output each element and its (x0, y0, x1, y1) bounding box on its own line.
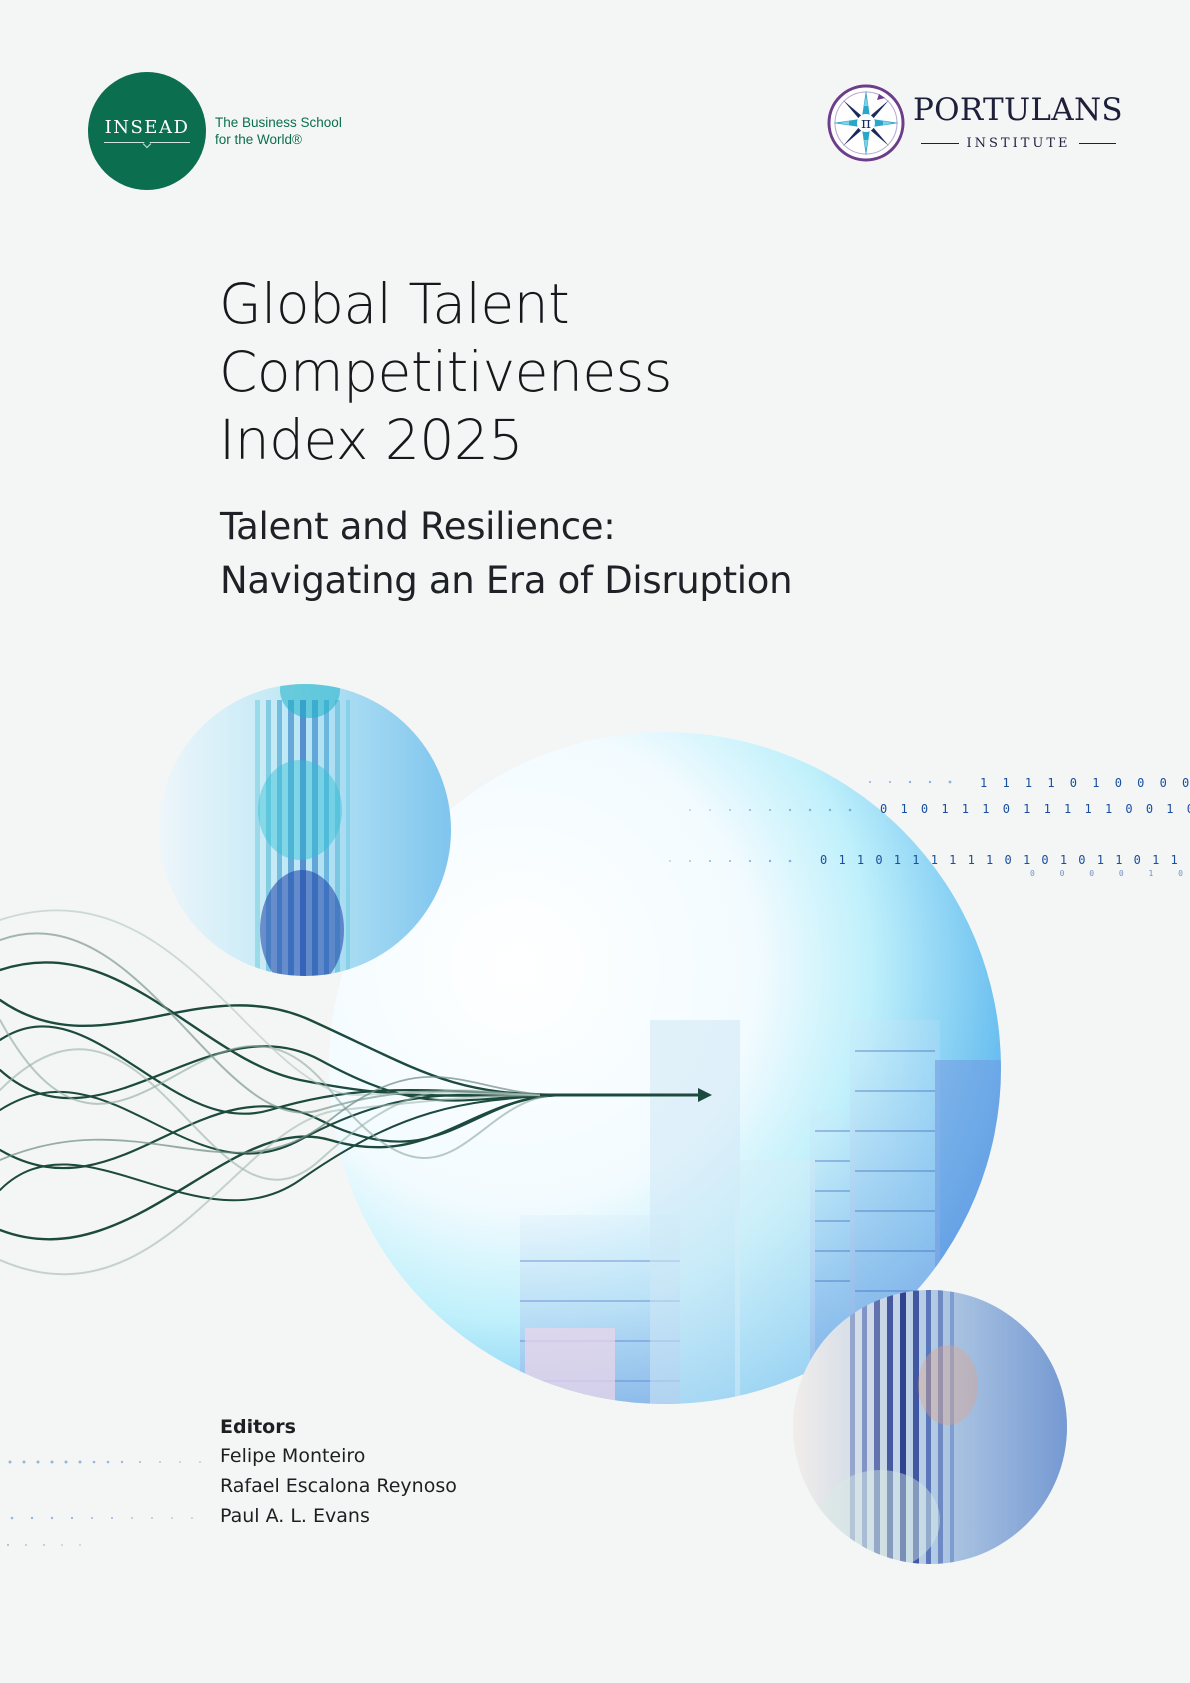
editor-name: Rafael Escalona Reynoso (220, 1475, 457, 1497)
portulans-name: PORTULANS (913, 92, 1123, 128)
report-subtitle: Talent and Resilience: Navigating an Era… (220, 500, 793, 608)
bottom-sphere-stripes (793, 1290, 1067, 1564)
svg-text:π: π (861, 114, 871, 132)
binary-dots-left (7, 1460, 201, 1546)
portulans-sub: INSTITUTE (966, 135, 1071, 151)
subtitle-line2: Navigating an Era of Disruption (220, 559, 793, 602)
editor-name: Paul A. L. Evans (220, 1505, 370, 1527)
portulans-compass-icon: π (827, 84, 905, 162)
binary-row4: 0 0 0 0 1 0 1 (1030, 869, 1190, 878)
binary-row3: 0 1 1 0 1 1 1 1 1 1 0 1 0 1 0 1 1 0 1 1 (820, 853, 1180, 867)
insead-logo: INSEAD (88, 72, 206, 190)
insead-tagline-line2: for the World® (215, 132, 302, 147)
editors-heading: Editors (220, 1416, 296, 1438)
editors-block: Editors Felipe Monteiro Rafael Escalona … (220, 1413, 457, 1531)
insead-wordmark: INSEAD (104, 117, 190, 138)
cover-illustration: 1 1 1 1 0 1 0 0 0 0 0 0 1 0 1 1 1 0 1 1 … (0, 684, 1190, 1564)
binary-streams: 1 1 1 1 0 1 0 0 0 0 0 0 1 0 1 1 1 0 1 1 … (7, 776, 1190, 1546)
subtitle-line1: Talent and Resilience: (220, 505, 616, 548)
binary-dots-right (669, 780, 952, 863)
city-skyline (520, 1020, 1001, 1404)
flow-lines (0, 909, 562, 1276)
insead-tagline-line1: The Business School (215, 115, 342, 130)
title-line1: Global Talent (219, 272, 570, 336)
insead-tagline: The Business School for the World® (215, 114, 342, 148)
title-line3: Index 2025 (219, 408, 523, 472)
portulans-rule-left (921, 142, 959, 144)
editor-name: Felipe Monteiro (220, 1445, 366, 1467)
title-line2: Competitiveness (219, 340, 672, 404)
report-title: Global Talent Competitiveness Index 2025 (219, 270, 672, 474)
portulans-rule-right (1078, 142, 1117, 144)
arrow-icon (540, 1088, 712, 1102)
insead-underline (104, 142, 190, 143)
top-sphere-stripes (255, 684, 350, 976)
portulans-subline: INSTITUTE (921, 134, 1117, 152)
binary-row1: 1 1 1 1 0 1 0 0 0 0 0 (980, 776, 1190, 790)
binary-row2: 0 1 0 1 1 1 0 1 1 1 1 1 0 0 1 0 0 1 1 1 (880, 802, 1190, 816)
